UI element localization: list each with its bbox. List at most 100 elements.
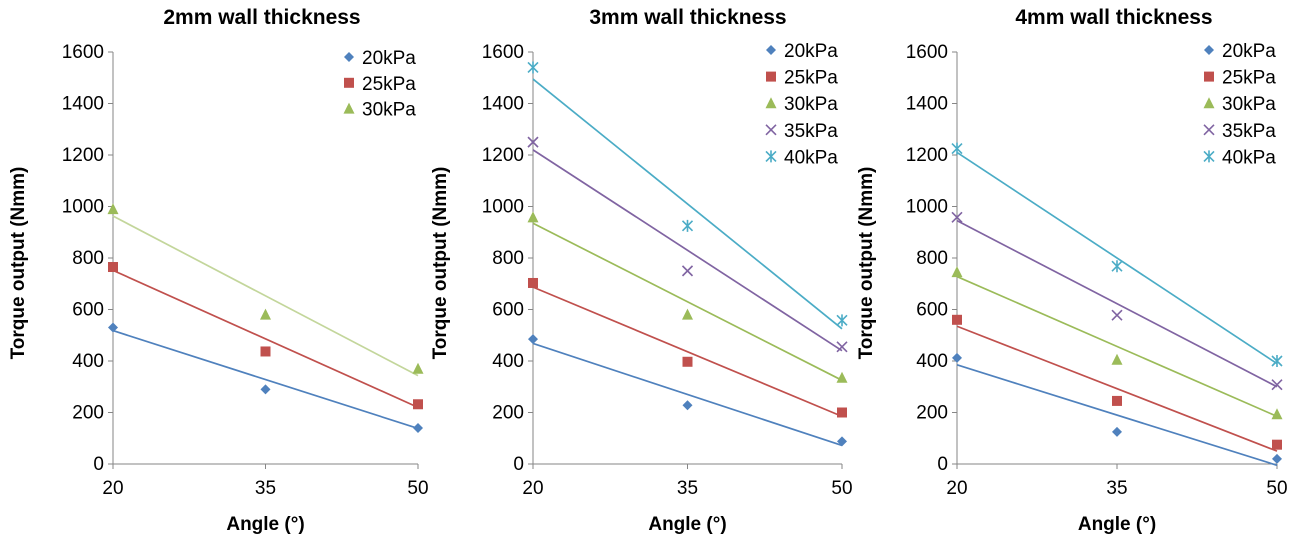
legend-label: 40kPa [1222, 147, 1276, 168]
legend: 20kPa 25kPa 30kPa 35kPa 40kPa [1203, 41, 1276, 168]
data-point [528, 277, 538, 288]
data-point [108, 322, 118, 333]
data-point [952, 352, 962, 363]
legend-item: 25kPa [344, 74, 416, 95]
y-tick-label: 400 [916, 351, 948, 372]
chart-1: 2mm wall thickness 0 200 400 600 800 1000 1200 1… [8, 6, 429, 535]
trendline-25kPa [112, 269, 419, 409]
x-tick-label: 50 [1266, 478, 1287, 499]
y-tick-label: 0 [93, 454, 104, 475]
x-tick-label: 35 [677, 478, 698, 499]
data-point [527, 61, 539, 74]
x-tick-label: 35 [1106, 478, 1127, 499]
legend-item: 25kPa [766, 68, 838, 89]
legend-label: 30kPa [1222, 94, 1276, 115]
y-tick-label: 400 [72, 351, 104, 372]
legend-marker [765, 150, 777, 163]
legend-marker [766, 71, 776, 82]
y-tick-label: 1400 [62, 94, 104, 115]
series-35kPa [527, 136, 848, 353]
legend-label: 30kPa [362, 100, 416, 121]
y-tick-label: 200 [492, 403, 524, 424]
data-point [682, 356, 693, 367]
trendline-35kPa [532, 149, 843, 352]
data-point [681, 219, 694, 232]
data-point [836, 341, 848, 353]
data-point [1271, 379, 1283, 391]
y-tick-label: 1400 [906, 94, 948, 115]
x-tick-label: 20 [946, 478, 967, 499]
y-tick-label: 600 [492, 300, 524, 321]
y-axis-label: Torque output (Nmm) [8, 167, 29, 360]
y-tick-label: 600 [916, 300, 948, 321]
data-point [527, 211, 539, 223]
y-tick-label: 1000 [482, 197, 524, 218]
trendline-35kPa [956, 219, 1278, 388]
data-point [952, 314, 962, 325]
chart-2: 3mm wall thickness 0 200 400 600 800 1000 1200 1… [430, 6, 853, 535]
trendline-30kPa [112, 215, 419, 377]
data-point [528, 334, 538, 345]
y-tick-label: 800 [916, 248, 948, 269]
y-tick-label: 1200 [482, 145, 524, 166]
data-point [107, 203, 119, 215]
series-25kPa [528, 277, 847, 418]
data-point [260, 346, 271, 357]
x-tick-label: 20 [102, 478, 123, 499]
series-40kPa [527, 61, 848, 327]
legend-marker [1204, 71, 1214, 82]
y-tick-label: 1600 [482, 42, 524, 63]
legend: 20kPa 25kPa 30kPa [343, 48, 416, 121]
trendline-25kPa [956, 325, 1278, 452]
legend-label: 35kPa [1222, 121, 1276, 142]
legend-marker [1204, 45, 1214, 55]
legend-item: 40kPa [765, 147, 838, 168]
chart-title: 2mm wall thickness [163, 6, 360, 29]
legend-item: 35kPa [765, 121, 838, 142]
y-tick-label: 600 [72, 300, 104, 321]
legend-marker [344, 52, 354, 62]
trendline-20kPa [112, 329, 419, 430]
series-30kPa [527, 211, 848, 383]
y-tick-label: 1400 [482, 94, 524, 115]
series-35kPa [951, 211, 1283, 391]
trendline-30kPa [532, 222, 843, 382]
data-point [413, 399, 423, 410]
y-tick-label: 800 [72, 248, 104, 269]
x-axis-label: Angle (°) [226, 514, 304, 535]
data-point [1112, 426, 1122, 437]
data-point [108, 262, 118, 273]
series-20kPa [108, 322, 423, 433]
data-point [1271, 355, 1283, 367]
data-point [951, 266, 963, 278]
y-tick-label: 200 [72, 403, 104, 424]
legend-marker [1203, 150, 1215, 163]
trendline-40kPa [532, 78, 843, 330]
y-axis-label: Torque output (Nmm) [430, 167, 451, 360]
legend-label: 25kPa [362, 74, 416, 95]
data-point [1111, 353, 1123, 365]
trendline-20kPa [532, 342, 843, 447]
series-30kPa [951, 266, 1283, 420]
series-20kPa [952, 352, 1282, 464]
chart-3: 4mm wall thickness 0 200 400 600 800 1000 1200 1… [856, 6, 1288, 535]
data-point [1271, 408, 1283, 420]
legend-label: 20kPa [362, 48, 416, 69]
data-point [682, 308, 693, 320]
legend-marker [766, 45, 776, 55]
legend-item: 20kPa [344, 48, 416, 69]
data-point [527, 136, 539, 148]
trendline-40kPa [956, 151, 1278, 365]
data-point [836, 371, 848, 383]
data-point [1112, 395, 1122, 406]
trendline-20kPa [956, 364, 1278, 467]
data-point [682, 400, 693, 411]
legend-label: 25kPa [784, 68, 838, 89]
data-point [1111, 260, 1123, 273]
legend-item: 35kPa [1203, 121, 1276, 142]
data-point [1272, 453, 1282, 464]
legend-item: 40kPa [1203, 147, 1276, 168]
data-point [951, 211, 963, 223]
legend-label: 25kPa [1222, 68, 1276, 89]
